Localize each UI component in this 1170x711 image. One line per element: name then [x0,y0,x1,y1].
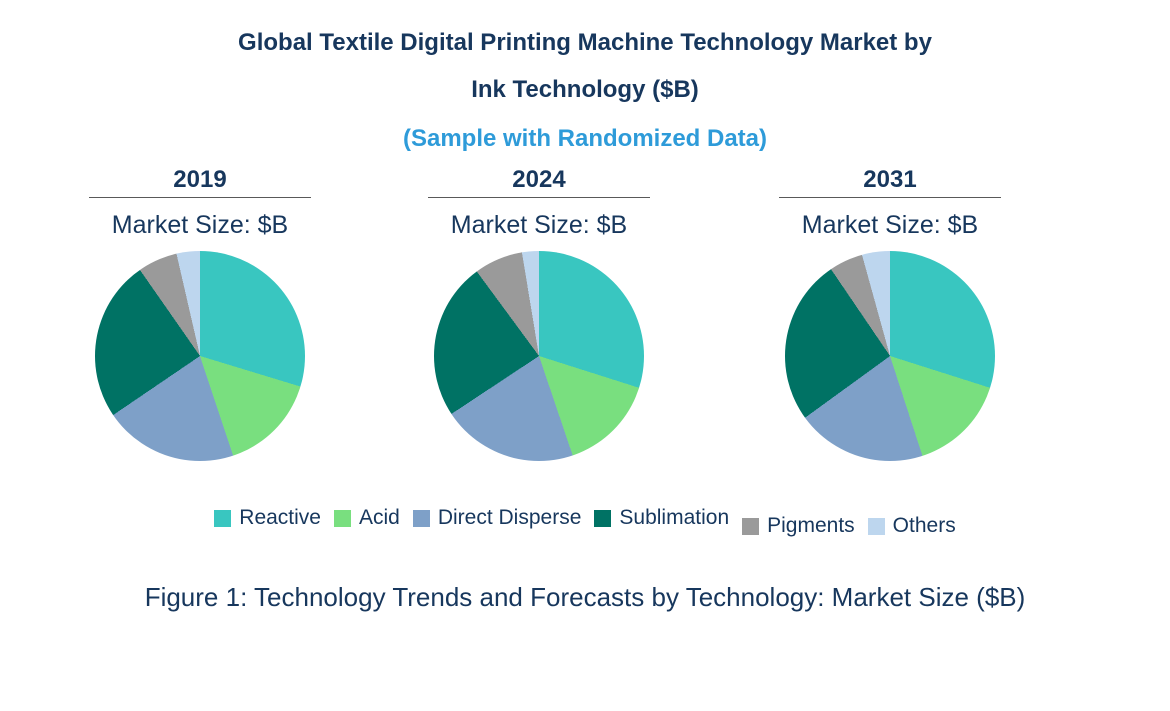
year-label-2019: 2019 [173,166,227,193]
legend-item-acid: Acid [333,506,400,530]
year-underline-2024 [428,197,650,198]
chart-title-line2: Ink Technology ($B) [471,76,699,103]
year-underline-2031 [779,197,1001,198]
figure-caption: Figure 1: Technology Trends and Forecast… [144,582,1026,612]
chart-title-line1: Global Textile Digital Printing Machine … [238,29,932,56]
year-label-2024: 2024 [512,166,566,193]
pie-chart-2031 [785,251,995,461]
market-size-label-2019: Market Size: $B [111,211,289,239]
legend-label-acid: Acid [358,506,400,529]
pie-chart-2024 [434,251,644,461]
legend-swatch-pigments [742,517,760,535]
legend-label-sublimation: Sublimation [619,506,730,529]
legend-item-others: Others [867,514,956,538]
pie-chart-2019 [95,251,305,461]
legend-swatch-sublimation [594,509,612,527]
legend-item-direct-disperse: Direct Disperse [412,506,582,530]
legend-label-pigments: Pigments [767,514,855,537]
market-size-label-2031: Market Size: $B [801,211,979,239]
legend-swatch-acid [333,509,351,527]
legend-swatch-others [867,517,885,535]
market-size-label-2024: Market Size: $B [450,211,628,239]
legend-item-reactive: Reactive [214,506,321,530]
pie-panel-2019: 2019 Market Size: $B [70,168,330,461]
legend-label-others: Others [892,514,956,537]
legend-label-reactive: Reactive [239,506,321,529]
legend-item-sublimation: Sublimation [594,506,729,530]
legend-swatch-direct-disperse [412,509,430,527]
legend-item-pigments: Pigments [742,514,855,538]
pie-panel-2024: 2024 Market Size: $B [409,168,669,461]
year-label-2031: 2031 [863,166,917,193]
legend: Reactive Acid Direct Disperse Sublimatio… [0,506,1170,538]
chart-subtitle: (Sample with Randomized Data) [402,125,768,152]
legend-swatch-reactive [214,509,232,527]
pie-panel-2031: 2031 Market Size: $B [760,168,1020,461]
legend-label-direct-disperse: Direct Disperse [437,506,582,529]
year-underline-2019 [89,197,311,198]
